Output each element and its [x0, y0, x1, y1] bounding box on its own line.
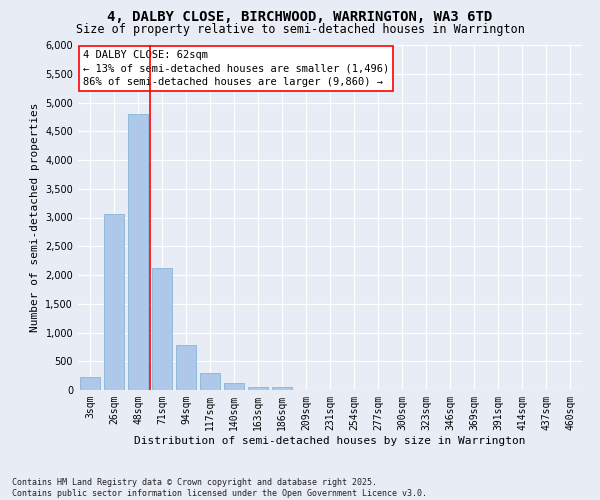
Bar: [200, 373, 220, 390]
Y-axis label: Number of semi-detached properties: Number of semi-detached properties: [30, 103, 40, 332]
Bar: [272, 387, 292, 390]
Bar: [104, 214, 124, 390]
Bar: [80, 377, 100, 390]
Text: Size of property relative to semi-detached houses in Warrington: Size of property relative to semi-detach…: [76, 22, 524, 36]
Text: Contains HM Land Registry data © Crown copyright and database right 2025.
Contai: Contains HM Land Registry data © Crown c…: [12, 478, 427, 498]
Bar: [248, 386, 268, 390]
Text: 4 DALBY CLOSE: 62sqm
← 13% of semi-detached houses are smaller (1,496)
86% of se: 4 DALBY CLOSE: 62sqm ← 13% of semi-detac…: [83, 50, 389, 86]
Bar: [128, 114, 148, 390]
Bar: [176, 344, 196, 390]
Bar: [152, 268, 172, 390]
Text: 4, DALBY CLOSE, BIRCHWOOD, WARRINGTON, WA3 6TD: 4, DALBY CLOSE, BIRCHWOOD, WARRINGTON, W…: [107, 10, 493, 24]
X-axis label: Distribution of semi-detached houses by size in Warrington: Distribution of semi-detached houses by …: [134, 436, 526, 446]
Bar: [224, 383, 244, 390]
